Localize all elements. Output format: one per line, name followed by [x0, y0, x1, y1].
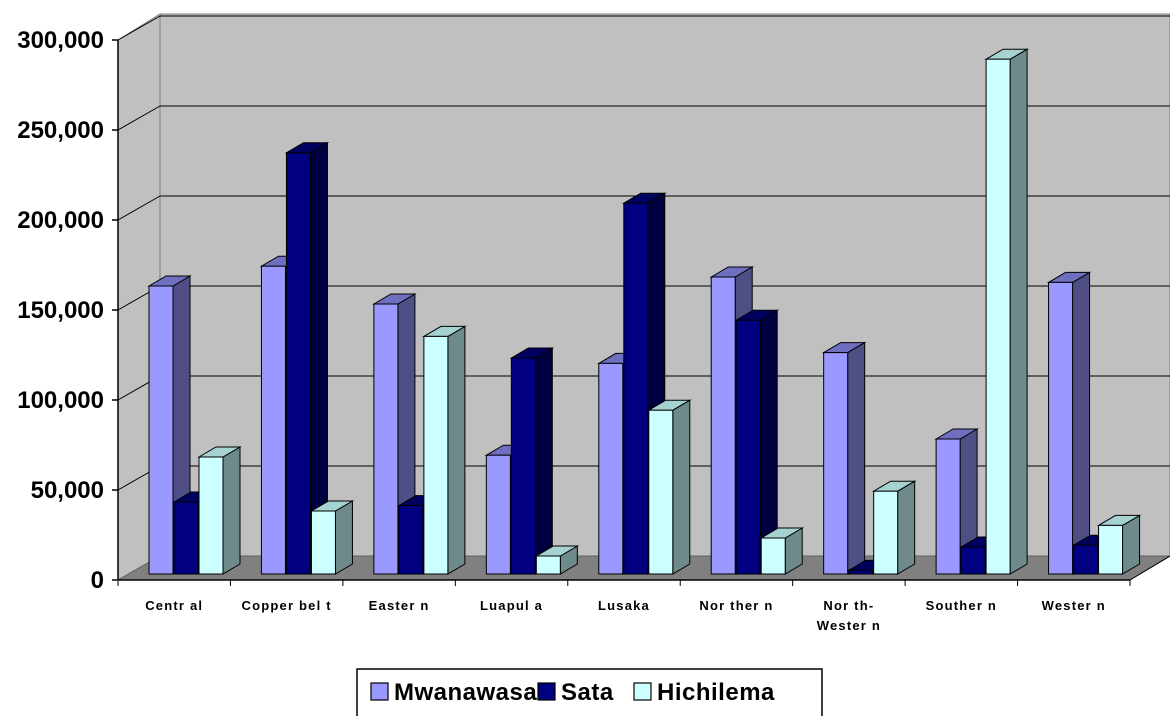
bar-side: [1009, 48, 1028, 575]
bar-group-eastern: [372, 293, 467, 575]
bar-hichilema-southern: [984, 48, 1029, 575]
legend-swatch: [370, 682, 389, 701]
bar-front: [1073, 544, 1099, 575]
gridline-side: [117, 105, 161, 131]
bar-front: [823, 352, 849, 575]
y-tick-label: 50,000: [31, 477, 104, 504]
floor-edge: [1129, 555, 1170, 581]
y-tick-label: 100,000: [17, 387, 104, 414]
x-tick-label: Centr al: [145, 598, 203, 613]
legend-item-hichilema: Hichilema: [633, 679, 775, 706]
bar-hichilema-north-western: [871, 480, 917, 575]
bar-sata-copperbelt: [284, 141, 330, 575]
x-tick-label: Nor ther n: [699, 598, 773, 613]
bar-mwanawasa-north-western: [821, 341, 867, 575]
bar-mwanawasa-western: [1046, 271, 1092, 575]
bar-side: [897, 480, 916, 575]
y-tick-label: 0: [91, 567, 104, 594]
bar-front: [760, 537, 786, 575]
y-tick-label: 300,000: [17, 27, 104, 54]
bar-front: [623, 202, 649, 575]
x-tick-label: Souther n: [926, 598, 997, 613]
bar-front: [985, 58, 1011, 575]
bar-front: [148, 285, 174, 575]
legend-label: Sata: [561, 679, 614, 706]
y-tick-label: 200,000: [17, 207, 104, 234]
bar-hichilema-luapula: [534, 545, 580, 575]
bar-sata-northern: [734, 309, 780, 575]
y-tick-label: 250,000: [17, 117, 104, 144]
bar-sata-luapula: [509, 347, 555, 575]
y-tick-label: 150,000: [17, 297, 104, 324]
bar-group-central: [147, 275, 242, 575]
bar-side: [1072, 271, 1091, 575]
gridline-side: [117, 15, 161, 41]
legend: Mwanawasa Sata Hichilema: [356, 668, 823, 716]
bar-front: [510, 357, 536, 575]
bar-front: [935, 438, 961, 575]
bar-front: [1048, 281, 1074, 575]
bar-group-north-western: [821, 341, 917, 575]
bar-front: [285, 152, 311, 575]
bar-side: [672, 399, 691, 575]
x-tick-label: Luapul a: [480, 598, 543, 613]
bar-side: [847, 341, 866, 575]
bar-front: [198, 456, 224, 575]
x-tick-label: Wester n: [1042, 598, 1106, 613]
gridline-side: [117, 195, 161, 221]
legend-box: [356, 668, 823, 716]
x-tick-label: Easter n: [369, 598, 430, 613]
legend-item-sata: Sata: [537, 679, 614, 706]
bar-group-lusaka: [596, 192, 692, 575]
bar-front: [873, 490, 899, 575]
x-tick-label: Lusaka: [598, 598, 650, 613]
bar-front: [398, 505, 424, 575]
x-tick-label: Nor th-: [823, 598, 874, 613]
x-tick-label: Wester n: [817, 618, 881, 633]
bar-group-northern: [709, 266, 805, 575]
bar-hichilema-central: [197, 446, 242, 575]
bar-front: [373, 303, 399, 575]
bar-hichilema-northern: [759, 527, 805, 575]
bar-front: [310, 510, 336, 575]
legend-swatch: [633, 682, 652, 701]
bar-front: [710, 276, 736, 575]
bar-hichilema-western: [1096, 514, 1142, 575]
bar-front: [260, 265, 286, 575]
legend-swatch: [537, 682, 556, 701]
bar-front: [173, 501, 199, 575]
bar-groups: [147, 48, 1142, 575]
bar-group-luapula: [484, 347, 580, 575]
bar-hichilema-copperbelt: [309, 500, 355, 575]
bar-front: [485, 454, 511, 575]
legend-item-mwanawasa: Mwanawasa: [370, 679, 537, 706]
bar-front: [960, 546, 986, 575]
legend-label: Hichilema: [657, 679, 775, 706]
bar-group-copperbelt: [259, 141, 355, 575]
bar-side: [334, 500, 353, 575]
bar-front: [735, 319, 761, 575]
bar-group-southern: [934, 48, 1029, 575]
bar-side: [447, 325, 466, 575]
bar-front: [598, 362, 624, 575]
legend-label: Mwanawasa: [394, 679, 537, 706]
y-axis: 0 50,000 100,000 150,000 200,000 250,000 300,0…: [17, 27, 119, 594]
bar-hichilema-lusaka: [646, 399, 692, 575]
bar-hichilema-eastern: [422, 325, 467, 575]
bar-front: [1098, 524, 1124, 575]
bar-front: [648, 409, 674, 575]
bar-front: [423, 335, 449, 575]
bar-side: [222, 446, 241, 575]
bar-group-western: [1046, 271, 1142, 575]
bar-front: [848, 569, 874, 575]
x-tick-label: Copper bel t: [242, 598, 332, 613]
x-axis: Centr al Copper bel t Easter n Luapul a Lusa…: [117, 580, 1131, 633]
bar-side: [534, 347, 553, 575]
bar-front: [535, 555, 561, 575]
